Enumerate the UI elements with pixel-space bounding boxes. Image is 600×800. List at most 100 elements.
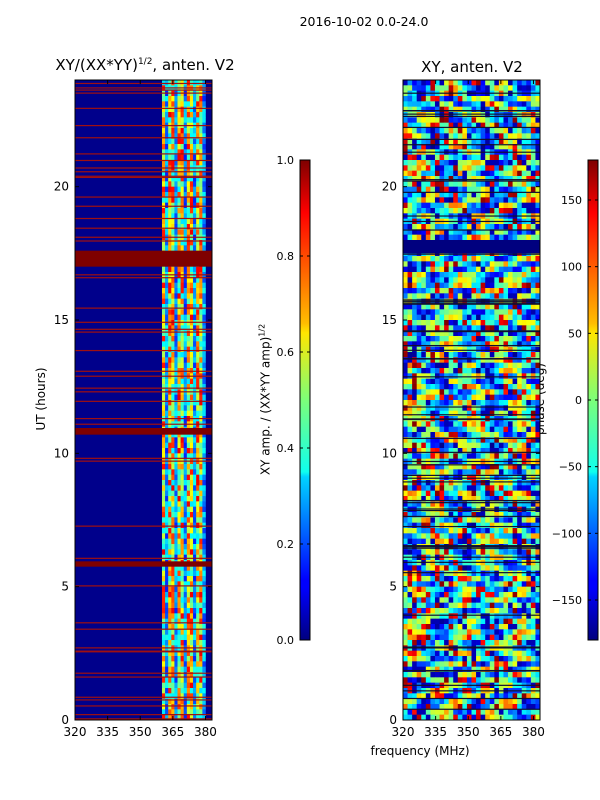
amp-flag-line (75, 423, 212, 425)
amp-cell (189, 485, 194, 491)
amp-cell (165, 693, 169, 699)
phase-cell (476, 192, 481, 198)
phase-cell (526, 608, 532, 614)
phase-cell (480, 373, 486, 379)
phase-cell (535, 496, 541, 502)
phase-cell (407, 368, 413, 374)
phase-cell (489, 85, 495, 91)
amp-cell (180, 405, 185, 411)
phase-cell (439, 378, 445, 385)
phase-cell (416, 277, 422, 283)
amp-cell (180, 586, 185, 593)
amp-cell (202, 117, 206, 123)
phase-cell (403, 448, 408, 454)
phase-cell (517, 144, 523, 150)
amp-cell (202, 709, 206, 715)
phase-cell (480, 485, 486, 491)
amp-cell (202, 666, 206, 673)
phase-cell (471, 186, 477, 193)
phase-cell (503, 629, 509, 635)
phase-cell (403, 405, 408, 411)
phase-cell (457, 512, 463, 518)
phase-cell (485, 570, 491, 577)
amp-cell (168, 597, 172, 603)
phase-cell (453, 250, 459, 257)
phase-cell (444, 378, 449, 385)
phase-cell (489, 122, 495, 129)
phase-cell (530, 352, 536, 358)
phase-cell (407, 229, 413, 235)
phase-cell (471, 629, 477, 635)
amp-cell (193, 634, 197, 641)
phase-cell (434, 496, 440, 502)
amp-cell (186, 394, 191, 401)
phase-cell (517, 336, 523, 342)
phase-cell (535, 160, 541, 166)
amp-cell (174, 309, 178, 315)
phase-cell (535, 138, 541, 145)
amp-cell (183, 570, 188, 577)
phase-cell (439, 282, 445, 289)
phase-cell (485, 442, 491, 449)
phase-cell (462, 272, 468, 278)
amp-cell (168, 469, 172, 475)
phase-cell (480, 602, 486, 609)
phase-cell (412, 565, 417, 571)
phase-cell (462, 608, 468, 614)
amp-cell (171, 229, 175, 235)
phase-cell (526, 624, 532, 630)
phase-cell (498, 373, 504, 379)
phase-cell (512, 576, 518, 582)
phase-cell (407, 389, 413, 395)
amp-cell (183, 709, 188, 715)
phase-cell (421, 330, 427, 337)
phase-cell (498, 362, 504, 369)
phase-cell (416, 336, 422, 342)
phase-cell (526, 592, 532, 598)
phase-cell (462, 528, 468, 534)
phase-cell (444, 117, 449, 123)
phase-cell (466, 357, 472, 363)
phase-cell (526, 96, 532, 102)
amp-cell (168, 394, 172, 401)
amp-cell (171, 218, 175, 225)
phase-cell (494, 96, 500, 102)
phase-cell (485, 320, 491, 326)
phase-cell (530, 400, 536, 406)
amp-cell (180, 208, 185, 214)
amp-cell (174, 336, 178, 342)
amp-cell (199, 197, 203, 203)
phase-cell (521, 629, 527, 635)
amp-flag-line (75, 217, 212, 220)
amp-cell (177, 480, 181, 486)
phase-cell (444, 549, 449, 555)
amp-cell (202, 698, 206, 705)
phase-cell (453, 96, 459, 102)
phase-cell (526, 208, 532, 214)
phase-cell (471, 602, 477, 609)
phase-cell (434, 608, 440, 614)
phase-cell (416, 362, 422, 369)
phase-cell (530, 138, 536, 145)
phase-cell (425, 325, 431, 331)
phase-cell (494, 197, 500, 203)
phase-cell (434, 389, 440, 395)
phase-cell (480, 325, 486, 331)
amp-cell (199, 213, 203, 219)
phase-cell (430, 293, 436, 299)
phase-cell (508, 469, 513, 475)
amp-cell (161, 512, 166, 518)
amp-cell (193, 442, 197, 449)
amp-cell (202, 485, 206, 491)
phase-cell (430, 272, 436, 278)
amp-cell (199, 629, 203, 635)
amp-cell (165, 549, 169, 555)
phase-cell (434, 277, 440, 283)
amp-cell (186, 298, 191, 305)
phase-cell (407, 426, 413, 433)
phase-cell (439, 346, 445, 353)
phase-cell (448, 272, 454, 278)
amp-cell (199, 613, 203, 619)
phase-cell (412, 336, 417, 342)
phase-cell (471, 352, 477, 358)
